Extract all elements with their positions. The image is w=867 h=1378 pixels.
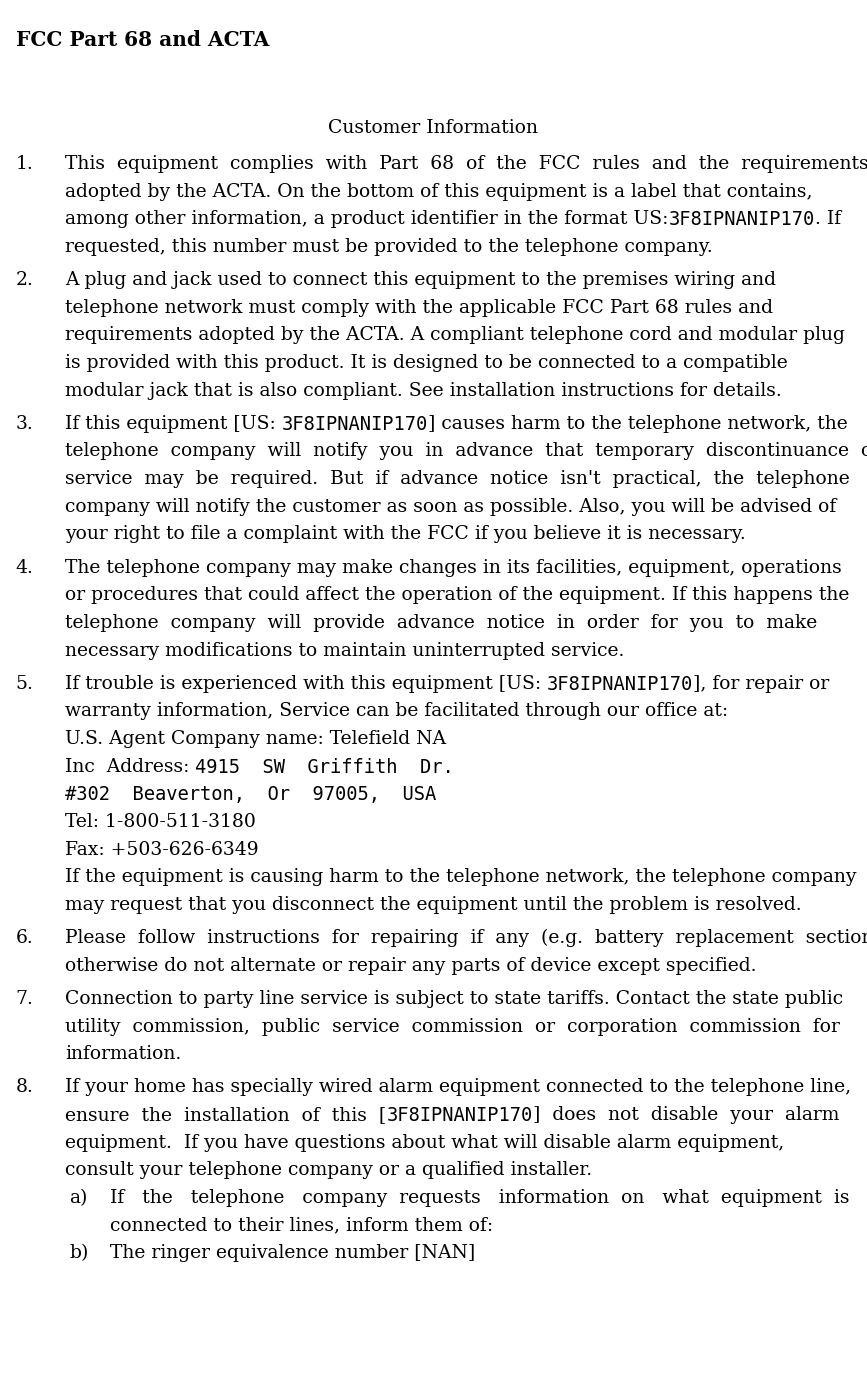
Text: equipment.  If you have questions about what will disable alarm equipment,: equipment. If you have questions about w…: [65, 1134, 785, 1152]
Text: If   the   telephone   company  requests   information  on   what  equipment  is: If the telephone company requests inform…: [110, 1189, 850, 1207]
Text: 3.: 3.: [16, 415, 33, 433]
Text: 4.: 4.: [16, 558, 34, 576]
Text: 8.: 8.: [16, 1078, 34, 1097]
Text: #302  Beaverton,  Or  97005,  USA: #302 Beaverton, Or 97005, USA: [65, 785, 436, 805]
Text: 3F8IPNANIP170: 3F8IPNANIP170: [547, 675, 694, 693]
Text: Connection to party line service is subject to state tariffs. Contact the state : Connection to party line service is subj…: [65, 989, 843, 1007]
Text: requirements adopted by the ACTA. A compliant telephone cord and modular plug: requirements adopted by the ACTA. A comp…: [65, 327, 845, 344]
Text: The ringer equivalence number [NAN]: The ringer equivalence number [NAN]: [110, 1244, 475, 1262]
Text: FCC Part 68 and ACTA: FCC Part 68 and ACTA: [16, 30, 269, 51]
Text: telephone  company  will  provide  advance  notice  in  order  for  you  to  mak: telephone company will provide advance n…: [65, 613, 818, 633]
Text: The telephone company may make changes in its facilities, equipment, operations: The telephone company may make changes i…: [65, 558, 842, 576]
Text: modular jack that is also compliant. See installation instructions for details.: modular jack that is also compliant. See…: [65, 382, 782, 400]
Text: If this equipment [US:: If this equipment [US:: [65, 415, 282, 433]
Text: Please  follow  instructions  for  repairing  if  any  (e.g.  battery  replaceme: Please follow instructions for repairing…: [65, 929, 867, 947]
Text: 3F8IPNANIP170: 3F8IPNANIP170: [282, 415, 428, 434]
Text: service  may  be  required.  But  if  advance  notice  isn't  practical,  the  t: service may be required. But if advance …: [65, 470, 850, 488]
Text: b): b): [69, 1244, 88, 1262]
Text: requested, this number must be provided to the telephone company.: requested, this number must be provided …: [65, 238, 713, 256]
Text: adopted by the ACTA. On the bottom of this equipment is a label that contains,: adopted by the ACTA. On the bottom of th…: [65, 182, 812, 201]
Text: A plug and jack used to connect this equipment to the premises wiring and: A plug and jack used to connect this equ…: [65, 271, 776, 289]
Text: or procedures that could affect the operation of the equipment. If this happens : or procedures that could affect the oper…: [65, 586, 850, 604]
Text: a): a): [69, 1189, 88, 1207]
Text: telephone network must comply with the applicable FCC Part 68 rules and: telephone network must comply with the a…: [65, 299, 773, 317]
Text: Tel: 1-800-511-3180: Tel: 1-800-511-3180: [65, 813, 256, 831]
Text: company will notify the customer as soon as possible. Also, you will be advised : company will notify the customer as soon…: [65, 497, 837, 515]
Text: 6.: 6.: [16, 929, 33, 947]
Text: utility  commission,  public  service  commission  or  corporation  commission  : utility commission, public service commi…: [65, 1017, 840, 1035]
Text: 2.: 2.: [16, 271, 34, 289]
Text: If the equipment is causing harm to the telephone network, the telephone company: If the equipment is causing harm to the …: [65, 868, 857, 886]
Text: 1.: 1.: [16, 154, 33, 172]
Text: may request that you disconnect the equipment until the problem is resolved.: may request that you disconnect the equi…: [65, 896, 802, 914]
Text: is provided with this product. It is designed to be connected to a compatible: is provided with this product. It is des…: [65, 354, 788, 372]
Text: If your home has specially wired alarm equipment connected to the telephone line: If your home has specially wired alarm e…: [65, 1078, 851, 1097]
Text: This  equipment  complies  with  Part  68  of  the  FCC  rules  and  the  requir: This equipment complies with Part 68 of …: [65, 154, 867, 172]
Text: information.: information.: [65, 1045, 181, 1064]
Text: ] causes harm to the telephone network, the: ] causes harm to the telephone network, …: [428, 415, 848, 433]
Text: otherwise do not alternate or repair any parts of device except specified.: otherwise do not alternate or repair any…: [65, 956, 757, 974]
Text: ensure  the  installation  of  this  [: ensure the installation of this [: [65, 1107, 387, 1124]
Text: 4915  SW  Griffith  Dr.: 4915 SW Griffith Dr.: [195, 758, 454, 777]
Text: Inc  Address:: Inc Address:: [65, 758, 195, 776]
Text: . If: . If: [815, 211, 841, 229]
Text: 7.: 7.: [16, 989, 34, 1007]
Text: consult your telephone company or a qualified installer.: consult your telephone company or a qual…: [65, 1162, 592, 1180]
Text: Customer Information: Customer Information: [329, 119, 538, 136]
Text: among other information, a product identifier in the format US:: among other information, a product ident…: [65, 211, 668, 229]
Text: your right to file a complaint with the FCC if you believe it is necessary.: your right to file a complaint with the …: [65, 525, 746, 543]
Text: telephone  company  will  notify  you  in  advance  that  temporary  discontinua: telephone company will notify you in adv…: [65, 442, 867, 460]
Text: Fax: +503-626-6349: Fax: +503-626-6349: [65, 841, 258, 858]
Text: 3F8IPNANIP170: 3F8IPNANIP170: [387, 1107, 532, 1124]
Text: necessary modifications to maintain uninterrupted service.: necessary modifications to maintain unin…: [65, 642, 624, 660]
Text: ], for repair or: ], for repair or: [694, 675, 830, 693]
Text: U.S. Agent Company name: Telefield NA: U.S. Agent Company name: Telefield NA: [65, 730, 446, 748]
Text: warranty information, Service can be facilitated through our office at:: warranty information, Service can be fac…: [65, 703, 728, 721]
Text: ]  does  not  disable  your  alarm: ] does not disable your alarm: [532, 1107, 839, 1124]
Text: If trouble is experienced with this equipment [US:: If trouble is experienced with this equi…: [65, 675, 547, 693]
Text: 3F8IPNANIP170: 3F8IPNANIP170: [668, 211, 815, 229]
Text: 5.: 5.: [16, 675, 34, 693]
Text: connected to their lines, inform them of:: connected to their lines, inform them of…: [110, 1217, 493, 1235]
